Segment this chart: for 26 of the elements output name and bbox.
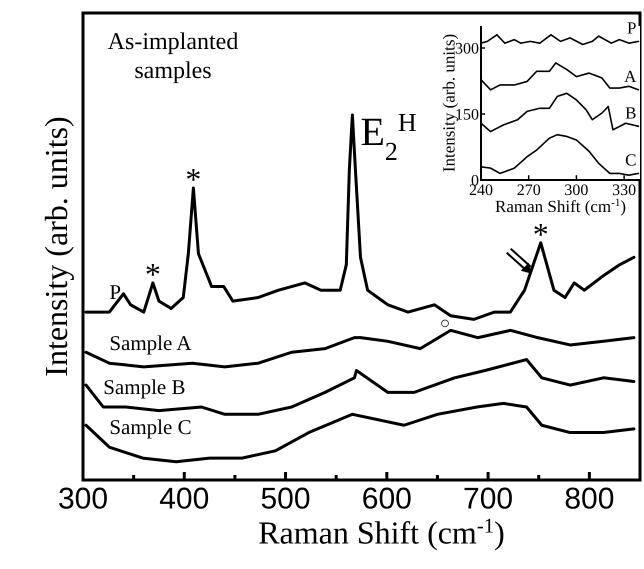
series-label: P: [109, 280, 122, 304]
series-label: Sample C: [109, 415, 192, 440]
x-tick-label: 600: [362, 482, 412, 516]
x-axis-title: Raman Shift (cm$^{-1}$): [494, 197, 626, 216]
x-tick-label: 800: [564, 482, 614, 516]
annotation: *: [144, 256, 161, 292]
x-tick-label: 270: [516, 182, 541, 200]
series-label: Sample A: [109, 331, 192, 356]
x-tick-label: 500: [260, 482, 311, 516]
y-axis-title: Intensity (arb. units): [38, 116, 74, 377]
series-label: A: [624, 66, 638, 86]
annotation: *: [185, 161, 202, 197]
y-tick-label: 300: [455, 40, 479, 58]
annotation: *: [532, 216, 549, 252]
x-tick-label: 700: [463, 482, 514, 516]
text: As-implanted samples: [108, 29, 238, 84]
annotation: ○: [440, 314, 450, 333]
x-axis-title: Raman Shift (cm$^{-1}$): [258, 514, 505, 551]
series-label: P: [626, 18, 636, 38]
x-tick-label: 300: [58, 482, 108, 516]
x-tick-label: 300: [564, 182, 588, 200]
x-tick-label: 400: [159, 482, 210, 516]
series-label: B: [625, 103, 636, 122]
series-label: C: [625, 150, 636, 170]
x-tick-label: 330: [612, 182, 636, 200]
series-label: Sample B: [103, 375, 186, 399]
